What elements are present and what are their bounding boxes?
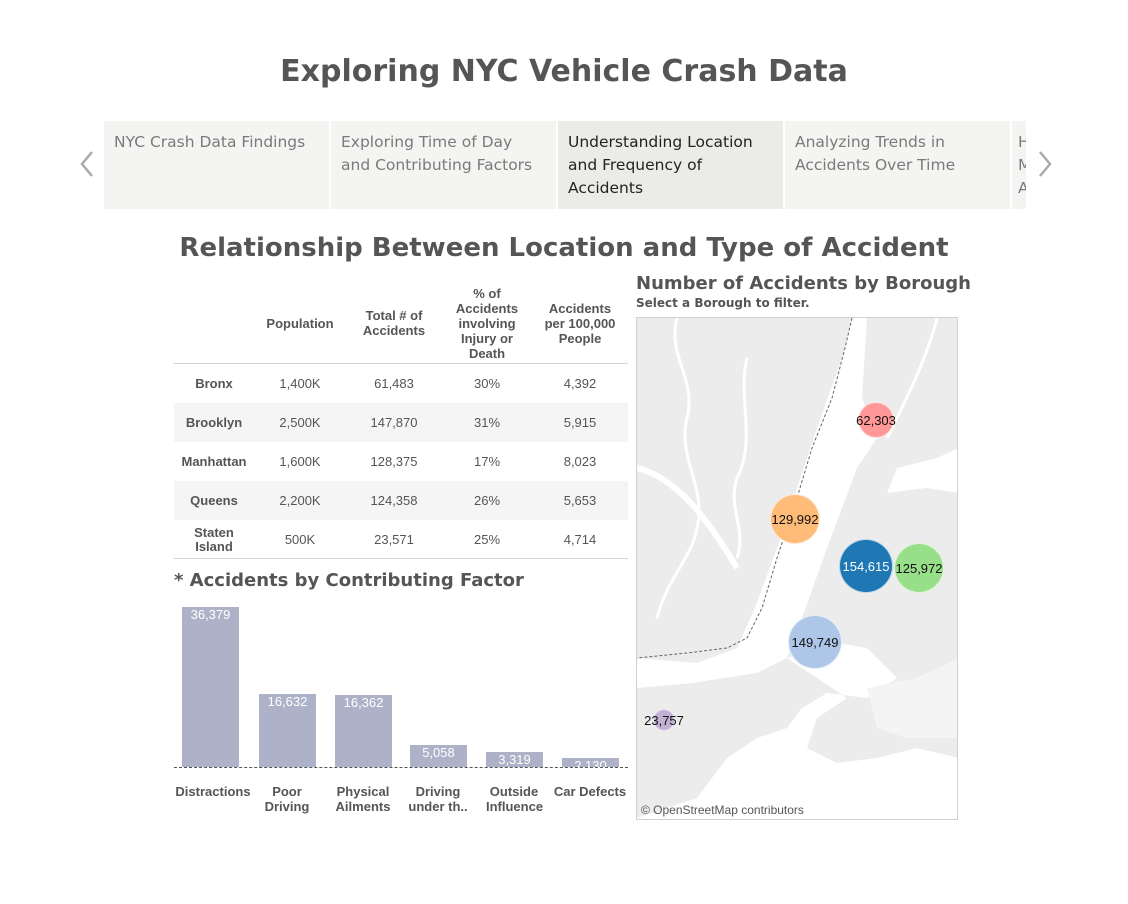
cell-borough: Manhattan [181, 453, 247, 469]
next-story-button[interactable] [1032, 146, 1058, 182]
page-title: Exploring NYC Vehicle Crash Data [280, 54, 848, 89]
bar-value: 2,130 [574, 758, 607, 768]
cell-per-100k: 5,653 [563, 492, 597, 508]
map-subtitle: Select a Borough to filter. [636, 296, 810, 310]
bubble-value: 129,992 [771, 511, 819, 527]
chevron-left-icon [80, 151, 93, 177]
tab-label: Analyzing Trends in Accidents Over Time [795, 133, 956, 174]
cell-total: 147,870 [370, 414, 418, 430]
bar-chart-title: * Accidents by Contributing Factor [174, 570, 524, 591]
cell-total: 23,571 [374, 531, 414, 547]
chevron-right-icon [1039, 151, 1052, 177]
bar-value: 16,632 [267, 694, 308, 709]
cell-population: 500K [284, 531, 316, 547]
header-per-100k: Accidents per 100,000 People [544, 300, 616, 346]
bubble-staten-island[interactable]: 149,749 [788, 615, 842, 669]
bubble-bronx[interactable]: 62,303 [856, 402, 896, 438]
bar-label: Outside Influence [486, 784, 544, 814]
story-tabs: NYC Crash Data Findings Exploring Time o… [104, 121, 1026, 209]
story-tab-location-frequency[interactable]: Understanding Location and Frequency of … [558, 121, 783, 209]
bubble-value: 154,615 [842, 558, 890, 574]
bubble-queens[interactable]: 125,972 [894, 543, 944, 593]
cell-population: 2,200K [279, 492, 321, 508]
previous-story-button[interactable] [74, 146, 100, 182]
chart-baseline [174, 767, 628, 768]
bubble-value: 23,757 [644, 712, 684, 728]
bar-value: 36,379 [190, 607, 231, 622]
tab-label: Exploring Time of Day and Contributing F… [341, 133, 533, 174]
bar-label: Poor Driving [264, 784, 310, 814]
story-tab-crash-findings[interactable]: NYC Crash Data Findings [104, 121, 329, 209]
table-row[interactable]: Queens 2,200K 124,358 26% 5,653 [174, 481, 628, 520]
cell-injury-pct: 31% [473, 414, 501, 430]
bar-label: Distractions [175, 784, 251, 799]
borough-table: Population Total # of Accidents % of Acc… [174, 282, 628, 559]
dashboard-title: Relationship Between Location and Type o… [179, 233, 949, 263]
bar-label: Driving under th.. [408, 784, 468, 814]
bubble-value: 62,303 [856, 412, 896, 428]
bubble-manhattan[interactable]: 129,992 [770, 494, 820, 544]
bar-driving-under-influence[interactable]: 5,058 [410, 745, 467, 767]
map-title: Number of Accidents by Borough [636, 273, 971, 294]
header-total-accidents: Total # of Accidents [362, 308, 426, 338]
header-population: Population [266, 315, 334, 331]
bar-poor-driving[interactable]: 16,632 [259, 694, 316, 767]
header-injury-pct: % of Accidents involving Injury or Death [455, 285, 519, 361]
bar-value: 3,319 [498, 752, 531, 767]
tab-label: NYC Crash Data Findings [114, 133, 306, 151]
bubble-value: 125,972 [895, 560, 943, 576]
cell-population: 1,600K [279, 453, 321, 469]
cell-population: 2,500K [279, 414, 321, 430]
map-attribution[interactable]: © OpenStreetMap contributors [641, 803, 804, 817]
borough-map[interactable]: 62,303 129,992 154,615 125,972 149,749 2… [636, 317, 958, 820]
basemap [637, 318, 957, 819]
bar-label: Physical Ailments [335, 784, 391, 814]
bubble-brooklyn[interactable]: 154,615 [839, 539, 893, 593]
cell-injury-pct: 25% [473, 531, 501, 547]
bar-label: Car Defects [553, 784, 627, 799]
story-tab-trends-over-time[interactable]: Analyzing Trends in Accidents Over Time [785, 121, 1010, 209]
cell-injury-pct: 30% [473, 375, 501, 391]
cell-total: 61,483 [374, 375, 414, 391]
cell-per-100k: 4,714 [563, 531, 597, 547]
tab-label: Understanding Location and Frequency of … [568, 133, 753, 197]
cell-borough: Queens [190, 492, 238, 508]
cell-per-100k: 4,392 [563, 375, 597, 391]
cell-population: 1,400K [279, 375, 321, 391]
story-tab-partial[interactable]: H M A [1012, 121, 1026, 209]
table-row[interactable]: Manhattan 1,600K 128,375 17% 8,023 [174, 442, 628, 481]
bar-distractions[interactable]: 36,379 [182, 607, 239, 767]
cell-borough: Bronx [195, 375, 233, 391]
bar-physical-ailments[interactable]: 16,362 [335, 695, 392, 767]
contributing-factor-bar-chart: 36,379 16,632 16,362 5,058 3,319 2,130 [174, 600, 628, 768]
bar-value: 16,362 [343, 695, 384, 710]
story-tab-time-of-day[interactable]: Exploring Time of Day and Contributing F… [331, 121, 556, 209]
cell-total: 128,375 [370, 453, 418, 469]
bar-outside-influence[interactable]: 3,319 [486, 752, 543, 767]
table-row[interactable]: Brooklyn 2,500K 147,870 31% 5,915 [174, 403, 628, 442]
table-row[interactable]: Bronx 1,400K 61,483 30% 4,392 [174, 364, 628, 403]
cell-per-100k: 5,915 [563, 414, 597, 430]
cell-borough: Brooklyn [185, 414, 243, 430]
cell-total: 124,358 [370, 492, 418, 508]
cell-per-100k: 8,023 [563, 453, 597, 469]
bar-value: 5,058 [422, 745, 455, 760]
bar-car-defects[interactable]: 2,130 [562, 758, 619, 767]
cell-injury-pct: 26% [473, 492, 501, 508]
bubble-other[interactable]: 23,757 [644, 709, 684, 731]
bubble-value: 149,749 [791, 634, 839, 650]
table-header: Population Total # of Accidents % of Acc… [174, 282, 628, 364]
cell-borough: Staten Island [194, 524, 234, 554]
tab-label: H M A [1018, 133, 1026, 197]
cell-injury-pct: 17% [473, 453, 501, 469]
table-row[interactable]: Staten Island 500K 23,571 25% 4,714 [174, 520, 628, 559]
